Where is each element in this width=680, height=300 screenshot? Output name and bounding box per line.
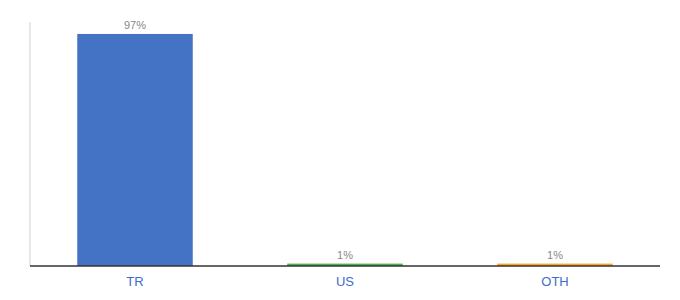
x-tick-label: OTH	[541, 274, 568, 289]
x-tick-label: TR	[126, 274, 143, 289]
chart-container: 97% TR 1% US 1% OTH	[0, 0, 680, 300]
data-label: 1%	[547, 249, 563, 261]
x-tick-label: US	[336, 274, 354, 289]
chart: 97% TR 1% US 1% OTH	[0, 0, 680, 300]
data-label: 1%	[337, 249, 353, 261]
bars	[77, 34, 613, 266]
data-label: 97%	[124, 19, 146, 31]
x-axis	[30, 265, 660, 267]
bar	[77, 34, 193, 266]
y-range-line	[30, 22, 31, 266]
